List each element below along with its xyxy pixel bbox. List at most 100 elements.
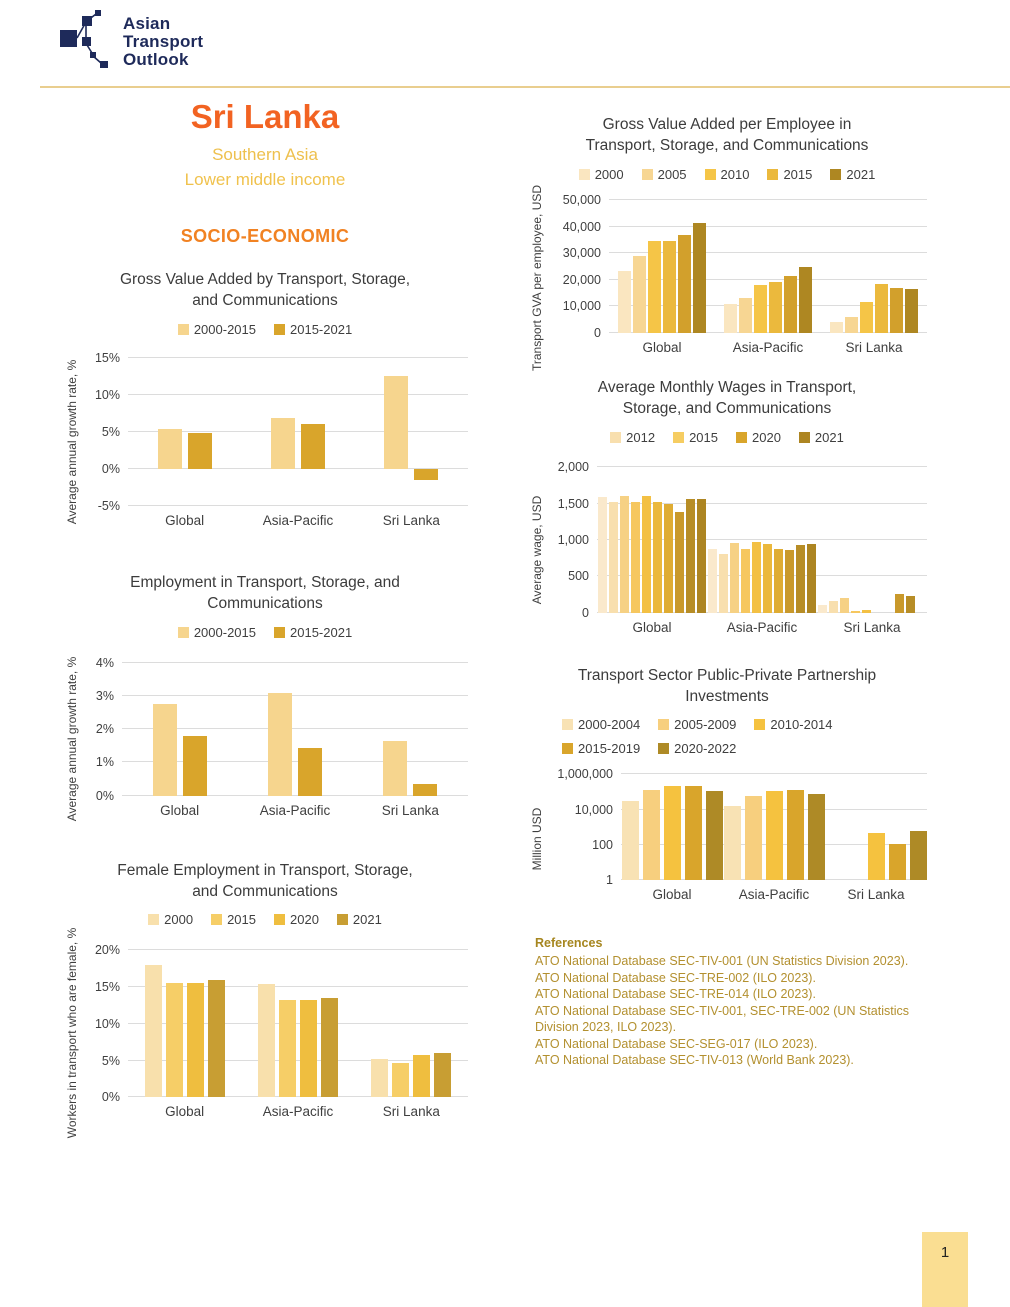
legend-item: 2000 xyxy=(148,912,193,927)
bar xyxy=(807,793,825,881)
bar xyxy=(851,610,860,613)
bar xyxy=(157,428,182,469)
y-tick-label: 1,000,000 xyxy=(557,767,613,782)
bar xyxy=(739,298,752,333)
legend-swatch xyxy=(562,719,573,731)
ato-logo-icon xyxy=(58,10,114,73)
y-tick-label: 2% xyxy=(95,722,114,737)
bar-groups xyxy=(122,652,468,796)
chart-title-line: and Communications xyxy=(192,882,338,900)
plot-row: 50,000 40,000 30,000 20,000 10,000 0 xyxy=(547,193,927,340)
chart-gva-growth: Gross Value Added by Transport, Storage,… xyxy=(62,269,468,536)
gridline xyxy=(128,504,468,506)
bar xyxy=(678,234,691,333)
plot-row: 2,000 1,500 1,000 500 0 xyxy=(547,457,927,620)
chart-body: Average annual growth rate, % 15% 10% 5% 0% -… xyxy=(62,349,468,536)
legend-label: 2020 xyxy=(290,912,319,928)
legend-item: 2015 xyxy=(211,912,256,927)
legend-swatch xyxy=(754,719,766,731)
bar xyxy=(724,303,737,333)
bar xyxy=(860,302,873,333)
reference-item: ATO National Database SEC-TRE-002 (ILO 2… xyxy=(535,970,816,985)
chart-title: Transport Sector Public-Private Partners… xyxy=(527,665,927,708)
y-tick-label: 1,500 xyxy=(557,496,589,511)
legend-label: 2021 xyxy=(814,429,844,445)
x-category-label: Asia-Pacific xyxy=(738,887,810,903)
plot-area xyxy=(609,194,927,333)
country-income-group: Lower middle income xyxy=(184,170,346,189)
chart-legend: 2000-2015 2015-2021 xyxy=(62,322,468,337)
bar xyxy=(257,984,275,1098)
legend-label: 2000-2015 xyxy=(193,321,256,337)
y-tick-gutter: 20% 15% 10% 5% 0% xyxy=(82,939,128,1104)
chart-title: Gross Value Added per Employee in Transpo… xyxy=(527,114,927,157)
bar xyxy=(744,795,762,881)
legend-label: 2005-2009 xyxy=(674,717,737,733)
y-tick-label: 15% xyxy=(94,980,120,995)
logo-line-1: Asian xyxy=(123,13,171,33)
bar xyxy=(270,417,295,469)
bar xyxy=(434,1053,452,1098)
bar xyxy=(413,1054,431,1098)
bar xyxy=(796,544,805,613)
country-region: Southern Asia xyxy=(212,145,318,164)
gridline xyxy=(609,199,927,201)
chart-monthly-wages: Average Monthly Wages in Transport, Stora… xyxy=(527,377,927,643)
y-axis-label-text: Average wage, USD xyxy=(530,495,544,604)
x-category-label: Asia-Pacific xyxy=(262,512,334,528)
plot-row: 15% 10% 5% 0% -5% xyxy=(82,349,468,513)
legend-item: 2000-2015 xyxy=(177,625,256,640)
bar xyxy=(867,832,885,881)
legend-swatch xyxy=(274,323,285,335)
bar xyxy=(895,594,904,613)
y-tick-label: 15% xyxy=(94,350,120,365)
bar xyxy=(392,1063,410,1098)
legend-item: 2015 xyxy=(673,430,718,445)
bar xyxy=(618,270,631,333)
y-tick-gutter: 2,000 1,500 1,000 500 0 xyxy=(547,457,597,619)
bar-group xyxy=(355,349,468,506)
x-category-label: Asia-Pacific xyxy=(726,619,798,635)
y-axis-label: Average wage, USD xyxy=(527,457,547,643)
bar-group xyxy=(825,768,927,881)
x-category-label: Asia-Pacific xyxy=(732,339,804,355)
bar xyxy=(152,704,177,796)
x-category-label: Asia-Pacific xyxy=(259,802,331,818)
bar xyxy=(765,791,783,881)
chart-gva-per-employee: Gross Value Added per Employee in Transpo… xyxy=(527,114,927,371)
chart-title-line: Transport Sector Public-Private Partners… xyxy=(577,666,877,684)
bar-group xyxy=(715,194,821,333)
legend-swatch xyxy=(658,743,670,755)
y-tick-label: 1,000 xyxy=(557,532,589,547)
bar xyxy=(705,790,723,881)
y-tick-label: 500 xyxy=(568,569,589,584)
bar-group xyxy=(723,768,825,881)
gridline xyxy=(122,695,468,697)
bar-group xyxy=(609,194,715,333)
gridline xyxy=(128,1096,468,1098)
references-list: ATO National Database SEC-TIV-001 (UN St… xyxy=(535,953,927,1069)
bar xyxy=(642,496,651,613)
bar xyxy=(769,281,782,333)
reference-item: ATO National Database SEC-TRE-014 (ILO 2… xyxy=(535,987,816,1002)
bar xyxy=(664,503,673,613)
x-axis-labels: Global Asia-Pacific Sri Lanka xyxy=(122,803,468,818)
bar xyxy=(774,548,783,613)
bar xyxy=(320,998,338,1098)
y-tick-label: -5% xyxy=(97,498,120,513)
y-tick-label: 30,000 xyxy=(562,246,601,261)
chart-title: Female Employment in Transport, Storage,… xyxy=(62,860,468,903)
bar xyxy=(845,316,858,333)
y-tick-label: 10,000 xyxy=(574,802,613,817)
x-category-label: Global xyxy=(165,512,205,528)
gridline xyxy=(597,502,927,504)
chart-female-employment: Female Employment in Transport, Storage,… xyxy=(62,860,468,1139)
chart-title-line: Female Employment in Transport, Storage, xyxy=(117,861,413,879)
bar xyxy=(631,501,640,613)
chart-title-line: Storage, and Communications xyxy=(622,400,832,418)
legend-item: 2000-2015 xyxy=(177,321,256,337)
bar xyxy=(642,790,660,881)
gridline xyxy=(597,575,927,577)
legend-item: 2021 xyxy=(798,429,844,445)
y-tick-label: 100 xyxy=(592,837,613,852)
